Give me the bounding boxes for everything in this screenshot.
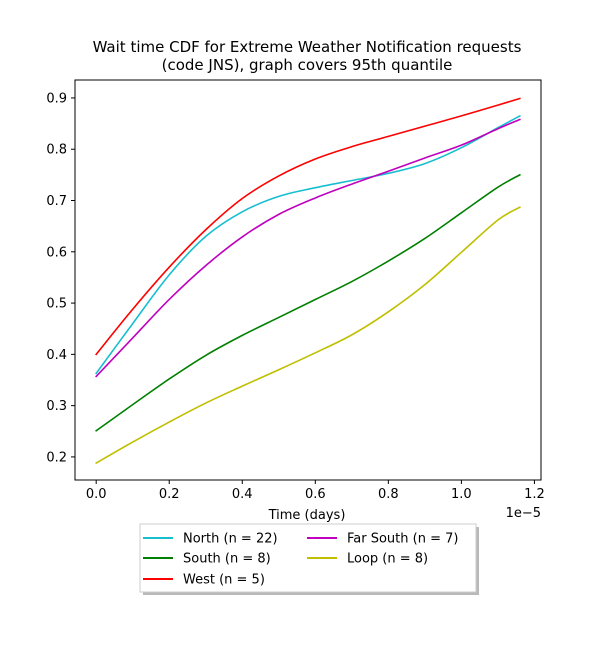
x-tick-label-1: 0.2 [159,487,180,502]
series-line-4 [95,118,521,378]
y-tick-label-2: 0.4 [46,348,67,363]
legend-label-3: South (n = 8) [183,552,271,567]
x-tick-label-2: 0.4 [232,487,253,502]
chart-title-line-2: (code JNS), graph covers 95th quantile [162,56,453,74]
y-tick-label-3: 0.5 [46,297,67,312]
x-tick-label-3: 0.6 [305,487,326,502]
series-line-3 [95,173,521,432]
x-tick-label-0: 0.0 [86,487,107,502]
x-tick-label-4: 0.8 [378,487,399,502]
y-tick-label-4: 0.6 [46,245,67,260]
y-tick-label-5: 0.7 [46,194,67,209]
legend-label-0: North (n = 22) [183,532,278,547]
legend: North (n = 22) South (n = 8) West (n = 5) F… [139,523,479,595]
y-tick-label-1: 0.3 [46,399,67,414]
y-tick-label-7: 0.9 [46,91,67,106]
chart-title-line-1: Wait time CDF for Extreme Weather Notifi… [93,38,522,56]
y-tick-label-0: 0.2 [46,450,67,465]
y-tick-label-6: 0.8 [46,143,67,158]
legend-label-4: Far South (n = 7) [347,532,458,547]
x-tick-label-5: 1.0 [451,487,472,502]
legend-label-1: West (n = 5) [183,573,265,588]
series-line-0 [95,114,521,375]
plot-area: 0.0 0.2 0.4 0.6 0.8 1.0 1.2 0.2 0.3 0.4 0.5 0.6 0.7 0… [46,79,545,502]
series-line-1 [95,97,521,356]
legend-label-2: Loop (n = 8) [347,552,428,567]
x-tick-label-6: 1.2 [524,487,545,502]
x-axis-offset-label: 1e−5 [506,506,541,521]
series-line-2 [95,206,521,465]
x-axis-label: Time (days) [268,508,346,523]
axes-frame [74,79,542,481]
